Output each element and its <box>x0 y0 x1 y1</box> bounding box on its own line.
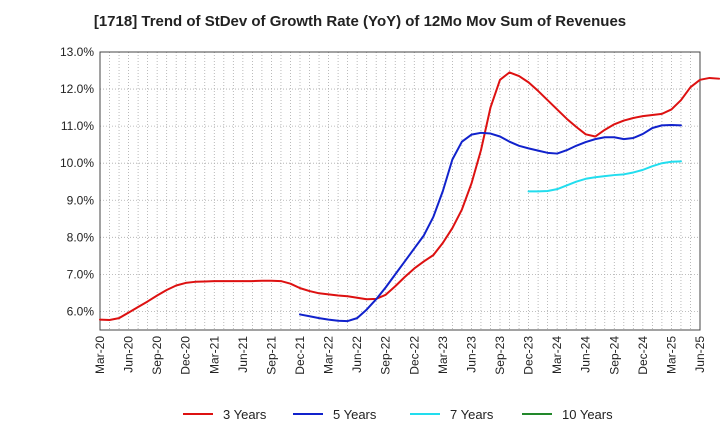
y-tick-label: 8.0% <box>67 230 95 244</box>
x-tick-label: Sep-20 <box>150 336 164 375</box>
x-tick-label: Mar-23 <box>436 336 450 374</box>
series-line-5-years <box>299 124 682 323</box>
x-tick-label: Sep-22 <box>379 336 393 375</box>
x-tick-label: Mar-21 <box>207 336 221 374</box>
x-tick-label: Jun-20 <box>122 336 136 373</box>
x-tick-label: Dec-22 <box>407 336 421 375</box>
x-tick-label: Jun-22 <box>350 336 364 373</box>
legend-label-7-years: 7 Years <box>450 407 494 422</box>
legend-label-3-years: 3 Years <box>223 407 267 422</box>
plot-area <box>100 52 700 330</box>
x-tick-label: Mar-25 <box>664 336 678 374</box>
x-tick-label: Jun-23 <box>464 336 478 373</box>
y-tick-label: 11.0% <box>61 119 94 133</box>
x-tick-label: Dec-20 <box>179 336 193 375</box>
series-line-7-years <box>527 160 682 193</box>
chart-title: [1718] Trend of StDev of Growth Rate (Yo… <box>93 13 627 30</box>
x-tick-label: Mar-22 <box>322 336 336 374</box>
x-tick-label: Dec-24 <box>636 336 650 375</box>
legend-label-5-years: 5 Years <box>333 407 377 422</box>
x-tick-label: Sep-23 <box>493 336 507 375</box>
x-tick-label: Jun-25 <box>693 336 707 373</box>
y-tick-label: 10.0% <box>60 156 94 170</box>
y-tick-label: 13.0% <box>60 45 94 59</box>
y-tick-label: 12.0% <box>60 82 94 96</box>
y-tick-label: 9.0% <box>67 193 95 207</box>
x-tick-label: Mar-20 <box>93 336 107 374</box>
x-tick-label: Jun-24 <box>579 336 593 373</box>
x-tick-label: Dec-21 <box>293 336 307 375</box>
x-tick-label: Dec-23 <box>522 336 536 375</box>
x-tick-label: Sep-21 <box>264 336 278 375</box>
x-tick-label: Sep-24 <box>607 336 621 375</box>
x-tick-label: Mar-24 <box>550 336 564 374</box>
plot-frame <box>99 51 701 331</box>
legend-label-10-years: 10 Years <box>562 407 613 422</box>
y-tick-label: 7.0% <box>67 267 95 281</box>
series-line-3-years <box>99 71 720 321</box>
y-tick-label: 6.0% <box>67 304 95 318</box>
x-tick-label: Jun-21 <box>236 336 250 373</box>
